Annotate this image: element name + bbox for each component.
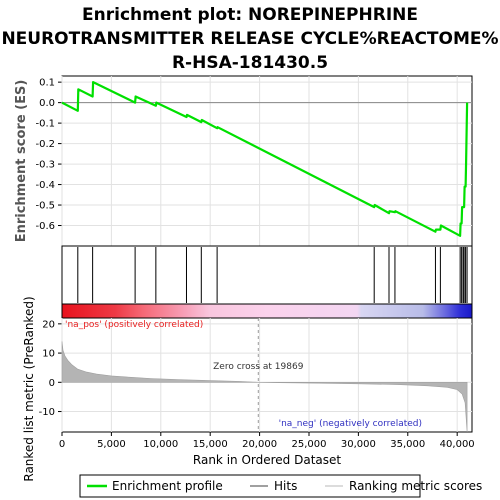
es-ytick-label: 0.1 (39, 78, 55, 89)
legend-label-2: Hits (274, 479, 297, 493)
xtick-label: 0 (59, 439, 65, 450)
ranked-metric-panel: -10 0 10 20 0 5,000 10,000 15,000 20,000 25,000 30… (22, 296, 475, 481)
rank-xlabel: Rank in Ordered Dataset (193, 453, 341, 467)
zero-cross-label: Zero cross at 19869 (213, 362, 304, 372)
es-ytick-label: -0.3 (35, 160, 55, 171)
rank-plot-frame (61, 317, 473, 433)
enrichment-score-panel: -0.6 -0.5 -0.4 -0.3 -0.2 -0.1 0.0 0.1 Enrichment… (14, 75, 473, 247)
es-ytick-label: -0.5 (35, 201, 55, 212)
xtick-label: 15,000 (193, 439, 228, 450)
es-ytick-label: -0.2 (35, 139, 55, 150)
xtick-label: 30,000 (341, 439, 376, 450)
es-ytick-label: -0.4 (35, 180, 55, 191)
xtick-label: 35,000 (390, 439, 425, 450)
es-ytick-label: -0.6 (35, 221, 55, 232)
chart-title: Enrichment plot: NOREPINEPHRINE NEUROTRAN… (1, 5, 498, 73)
title-line-2: NEUROTRANSMITTER RELEASE CYCLE%REACTOME% (1, 29, 498, 49)
legend-label-1: Enrichment profile (112, 479, 223, 493)
legend-label-3: Ranking metric scores (349, 479, 482, 493)
hits-frame (61, 245, 473, 305)
es-ytick-label: 0.0 (39, 98, 55, 109)
es-plot-frame (61, 75, 473, 247)
legend: Enrichment profile Hits Ranking metric sco… (79, 474, 482, 498)
rank-ylabel: Ranked list metric (PreRanked) (22, 296, 36, 481)
na-pos-label: 'na_pos' (positively correlated) (65, 320, 203, 330)
enrichment-profile-line (61, 81, 469, 237)
rank-ytick-label: 0 (49, 378, 55, 389)
title-line-3: R-HSA-181430.5 (172, 53, 328, 73)
xtick-label: 25,000 (291, 439, 326, 450)
rank-ytick-label: 20 (42, 319, 55, 330)
es-ylabel: Enrichment score (ES) (14, 80, 29, 243)
na-neg-label: 'na_neg' (negatively correlated) (279, 419, 422, 429)
ranking-metric-area (61, 341, 468, 433)
xtick-label: 10,000 (143, 439, 178, 450)
rank-ytick-label: 10 (42, 349, 55, 360)
title-line-1: Enrichment plot: NOREPINEPHRINE (82, 5, 418, 25)
gradient-strip (61, 303, 473, 319)
hits-panel (61, 245, 473, 305)
xtick-label: 20,000 (242, 439, 277, 450)
rank-ytick-label: -10 (39, 407, 55, 418)
xtick-label: 5,000 (97, 439, 126, 450)
ranking-gradient-bar (61, 303, 473, 319)
es-ytick-label: -0.1 (35, 119, 55, 130)
xtick-label: 40,000 (440, 439, 475, 450)
